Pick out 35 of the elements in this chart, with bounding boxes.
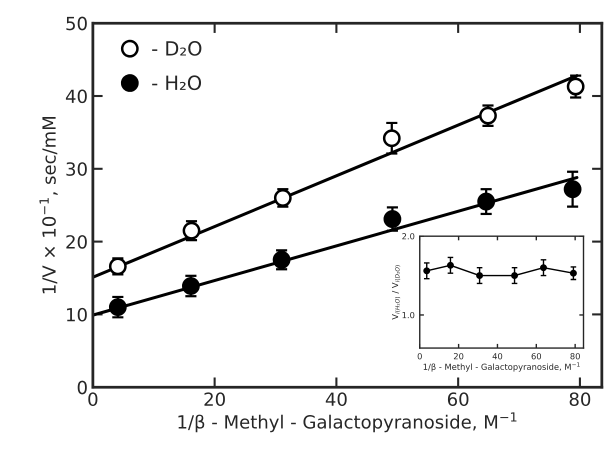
x-tick-label: 60 [448, 392, 468, 406]
x-axis-title: 1/β - Methyl - Galactopyranoside, M$^{−1}$ [178, 412, 516, 432]
y-tick-label: 20 [66, 235, 87, 249]
point [564, 180, 582, 198]
point [540, 264, 547, 272]
point [476, 272, 484, 280]
y-tick-label: 0 [78, 380, 87, 394]
x-tick-label: 40 [492, 353, 502, 360]
y-axis-title: 1/V × 10$^{−1}$, sec/mM [39, 117, 58, 294]
y-tick-label: 1.0 [402, 312, 414, 318]
y-tick-label: 30 [66, 162, 87, 176]
point [511, 272, 518, 280]
point [382, 129, 401, 148]
x-tick-label: 0 [418, 353, 422, 360]
x-tick-label: 80 [570, 353, 580, 360]
x-tick-label: 60 [532, 353, 542, 360]
x-tick-label: 0 [88, 392, 98, 406]
y-tick-label: 40 [66, 89, 87, 104]
y-tick-label: 10 [67, 308, 87, 322]
legend-label: - D₂O [152, 41, 202, 56]
x-tick-label: 40 [326, 392, 347, 406]
x-tick-label: 20 [204, 392, 225, 406]
point [479, 106, 497, 125]
point [423, 267, 430, 274]
x-tick-label: 80 [570, 392, 590, 406]
point [477, 192, 496, 210]
point [570, 270, 577, 277]
legend-label: - H₂O [152, 75, 202, 90]
x-axis-title: 1/β - Methyl - Galactopyranoside, M$^{−1}$ [424, 362, 580, 372]
y-tick-label: 50 [66, 16, 87, 30]
y-axis-title: V$_{i(H₂O)}$ / V$_{i(D₂O)}$ [392, 265, 400, 320]
point [446, 262, 454, 269]
y-tick-label: 2.0 [402, 233, 414, 240]
x-tick-label: 20 [454, 353, 464, 360]
point [384, 210, 402, 228]
